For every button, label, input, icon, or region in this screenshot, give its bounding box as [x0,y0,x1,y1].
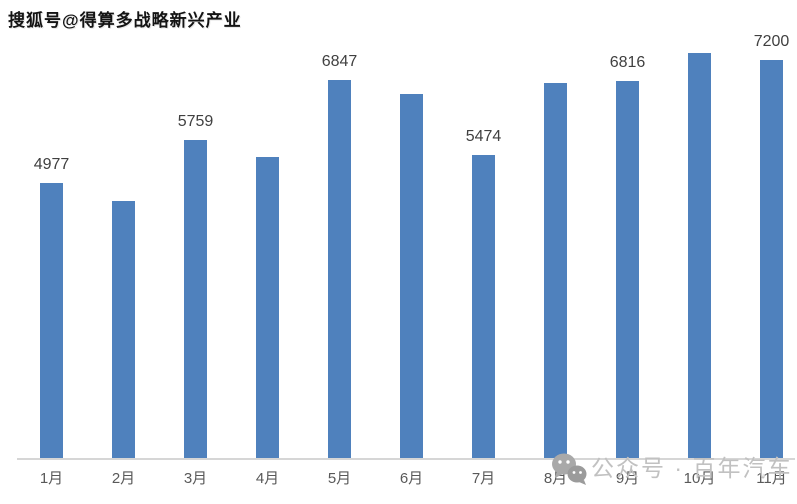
x-tick-label-7月: 7月 [471,470,496,487]
chart-bar-2月 [112,201,135,458]
chart-bar-7月 [472,155,495,458]
x-tick-label-10月: 10月 [683,470,716,487]
bar-value-label-11月: 7200 [753,33,790,50]
top-watermark: 搜狐号@得算多战略新兴产业 [8,11,242,30]
bar-value-label-3月: 5759 [177,113,214,130]
bar-value-label-9月: 6816 [609,54,646,71]
chart-bar-6月 [400,94,423,458]
chart-bar-3月 [184,140,207,458]
chart-bar-11月 [760,60,783,458]
x-tick-label-3月: 3月 [183,470,208,487]
chart-bar-4月 [256,157,279,458]
x-tick-label-8月: 8月 [543,470,568,487]
chart-bar-10月 [688,53,711,458]
chart-bar-9月 [616,81,639,458]
x-axis-line [17,458,795,460]
x-tick-label-6月: 6月 [399,470,424,487]
x-tick-label-1月: 1月 [39,470,64,487]
bar-value-label-7月: 5474 [465,128,502,145]
bar-value-label-5月: 6847 [321,53,358,70]
x-tick-label-2月: 2月 [111,470,136,487]
x-tick-label-4月: 4月 [255,470,280,487]
chart-bar-8月 [544,83,567,458]
bar-value-label-1月: 4977 [33,156,70,173]
x-tick-label-11月: 11月 [756,470,787,487]
x-tick-label-9月: 9月 [615,470,640,487]
x-tick-label-5月: 5月 [327,470,352,487]
chart-bar-1月 [40,183,63,458]
chart-bar-5月 [328,80,351,458]
